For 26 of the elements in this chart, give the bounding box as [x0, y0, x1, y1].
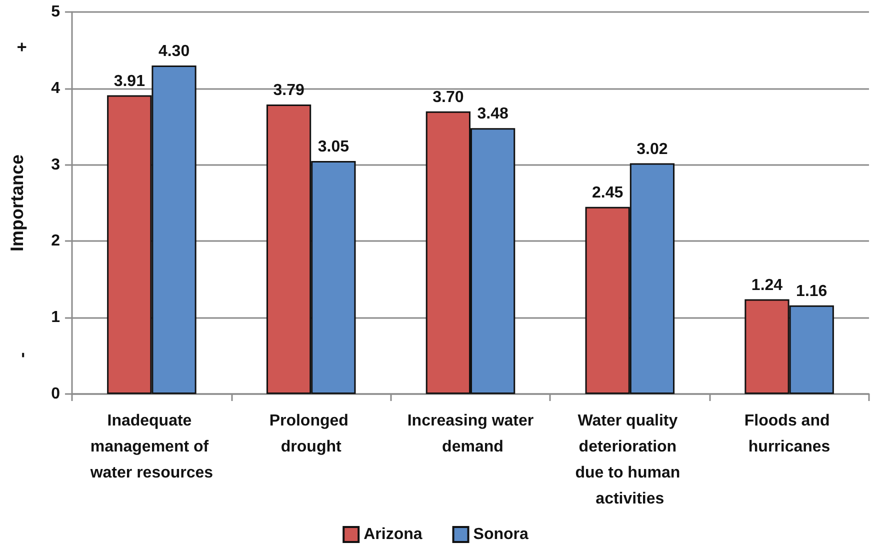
data-label: 1.16 — [796, 282, 828, 300]
legend-label: Sonora — [473, 526, 528, 543]
data-label: 2.45 — [592, 184, 624, 202]
y-tick-label: 4 — [51, 80, 60, 97]
data-label: 4.30 — [158, 42, 190, 60]
legend-label: Arizona — [364, 526, 422, 543]
x-tick-label: Floods and hurricanes — [744, 412, 834, 456]
data-label: 3.70 — [432, 88, 464, 106]
data-label: 3.79 — [273, 82, 304, 99]
y-tick-label: 0 — [51, 386, 60, 402]
data-label: 3.48 — [477, 106, 508, 123]
data-label: 3.02 — [636, 140, 668, 158]
x-tick-label: Water quality deterioration due to human activities — [575, 412, 685, 508]
text: + — [12, 42, 32, 52]
data-label: 3.05 — [318, 138, 350, 156]
data-label: 3.91 — [114, 72, 146, 90]
y-tick-label: 3 — [51, 156, 60, 174]
data-label: 1.24 — [751, 276, 783, 294]
x-tick-label: Prolonged drought — [269, 412, 353, 456]
y-axis-title: Importance — [7, 154, 27, 252]
x-tick-label: Increasing water demand — [407, 412, 534, 456]
x-tick-label: Inadequate management of water resources — [89, 412, 214, 482]
y-tick-label: 1 — [51, 309, 60, 326]
y-tick-label: 5 — [51, 4, 60, 20]
y-tick-label: 2 — [51, 232, 60, 250]
text: - — [12, 352, 32, 358]
